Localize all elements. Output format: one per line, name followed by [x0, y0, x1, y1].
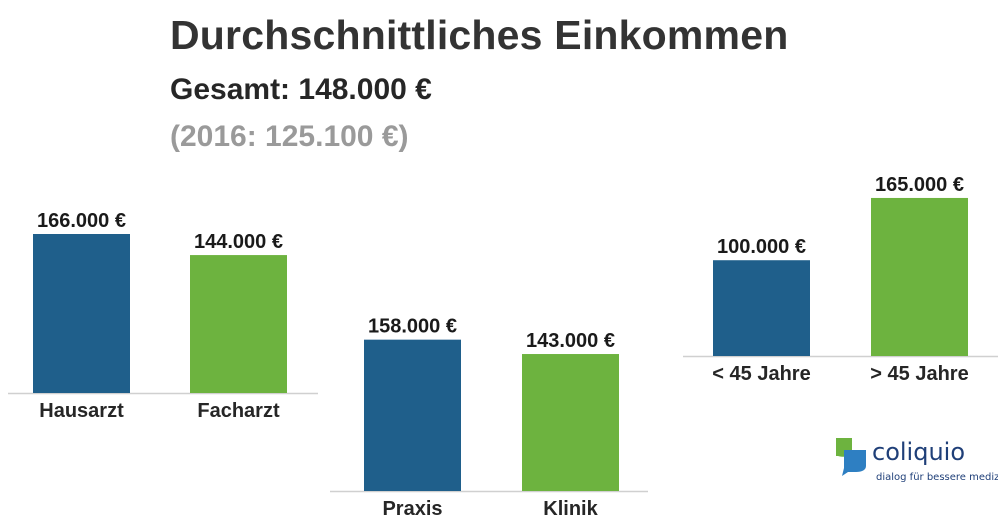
- data-label: 158.000 €: [368, 316, 457, 338]
- category-label: Klinik: [543, 498, 598, 520]
- coliquio-logo: coliquio dialog für bessere medizin: [834, 436, 998, 486]
- data-label: 143.000 €: [526, 330, 615, 352]
- bar-1: [33, 234, 130, 393]
- bar-2: [522, 354, 619, 491]
- bar-chart-3: 100.000 € < 45 Jahre 165.000 € > 45 Jahre: [683, 174, 998, 385]
- category-label: > 45 Jahre: [870, 363, 968, 385]
- bar-2: [190, 255, 287, 393]
- bar-1: [713, 260, 810, 356]
- data-label: 165.000 €: [875, 174, 964, 196]
- data-label: 144.000 €: [194, 231, 283, 253]
- category-label: Facharzt: [197, 400, 280, 422]
- logo-tagline: dialog für bessere medizin: [876, 472, 998, 483]
- speech-bubble-leaf-icon: [836, 438, 866, 476]
- bar-1: [364, 339, 461, 491]
- bar-2: [871, 197, 968, 356]
- logo-name: coliquio: [872, 438, 966, 466]
- data-label: 100.000 €: [717, 236, 806, 258]
- category-label: Praxis: [382, 498, 442, 520]
- bar-chart-2: 158.000 € Praxis 143.000 € Klinik: [330, 316, 648, 520]
- category-label: Hausarzt: [39, 400, 124, 422]
- chart-note-2016: (2016: 125.100 €): [170, 120, 409, 153]
- chart-subtitle-total: Gesamt: 148.000 €: [170, 73, 432, 106]
- category-label: < 45 Jahre: [712, 363, 810, 385]
- bar-chart-1: 166.000 € Hausarzt 144.000 € Facharzt: [8, 210, 318, 422]
- chart-title: Durchschnittliches Einkommen: [170, 12, 789, 58]
- data-label: 166.000 €: [37, 210, 126, 232]
